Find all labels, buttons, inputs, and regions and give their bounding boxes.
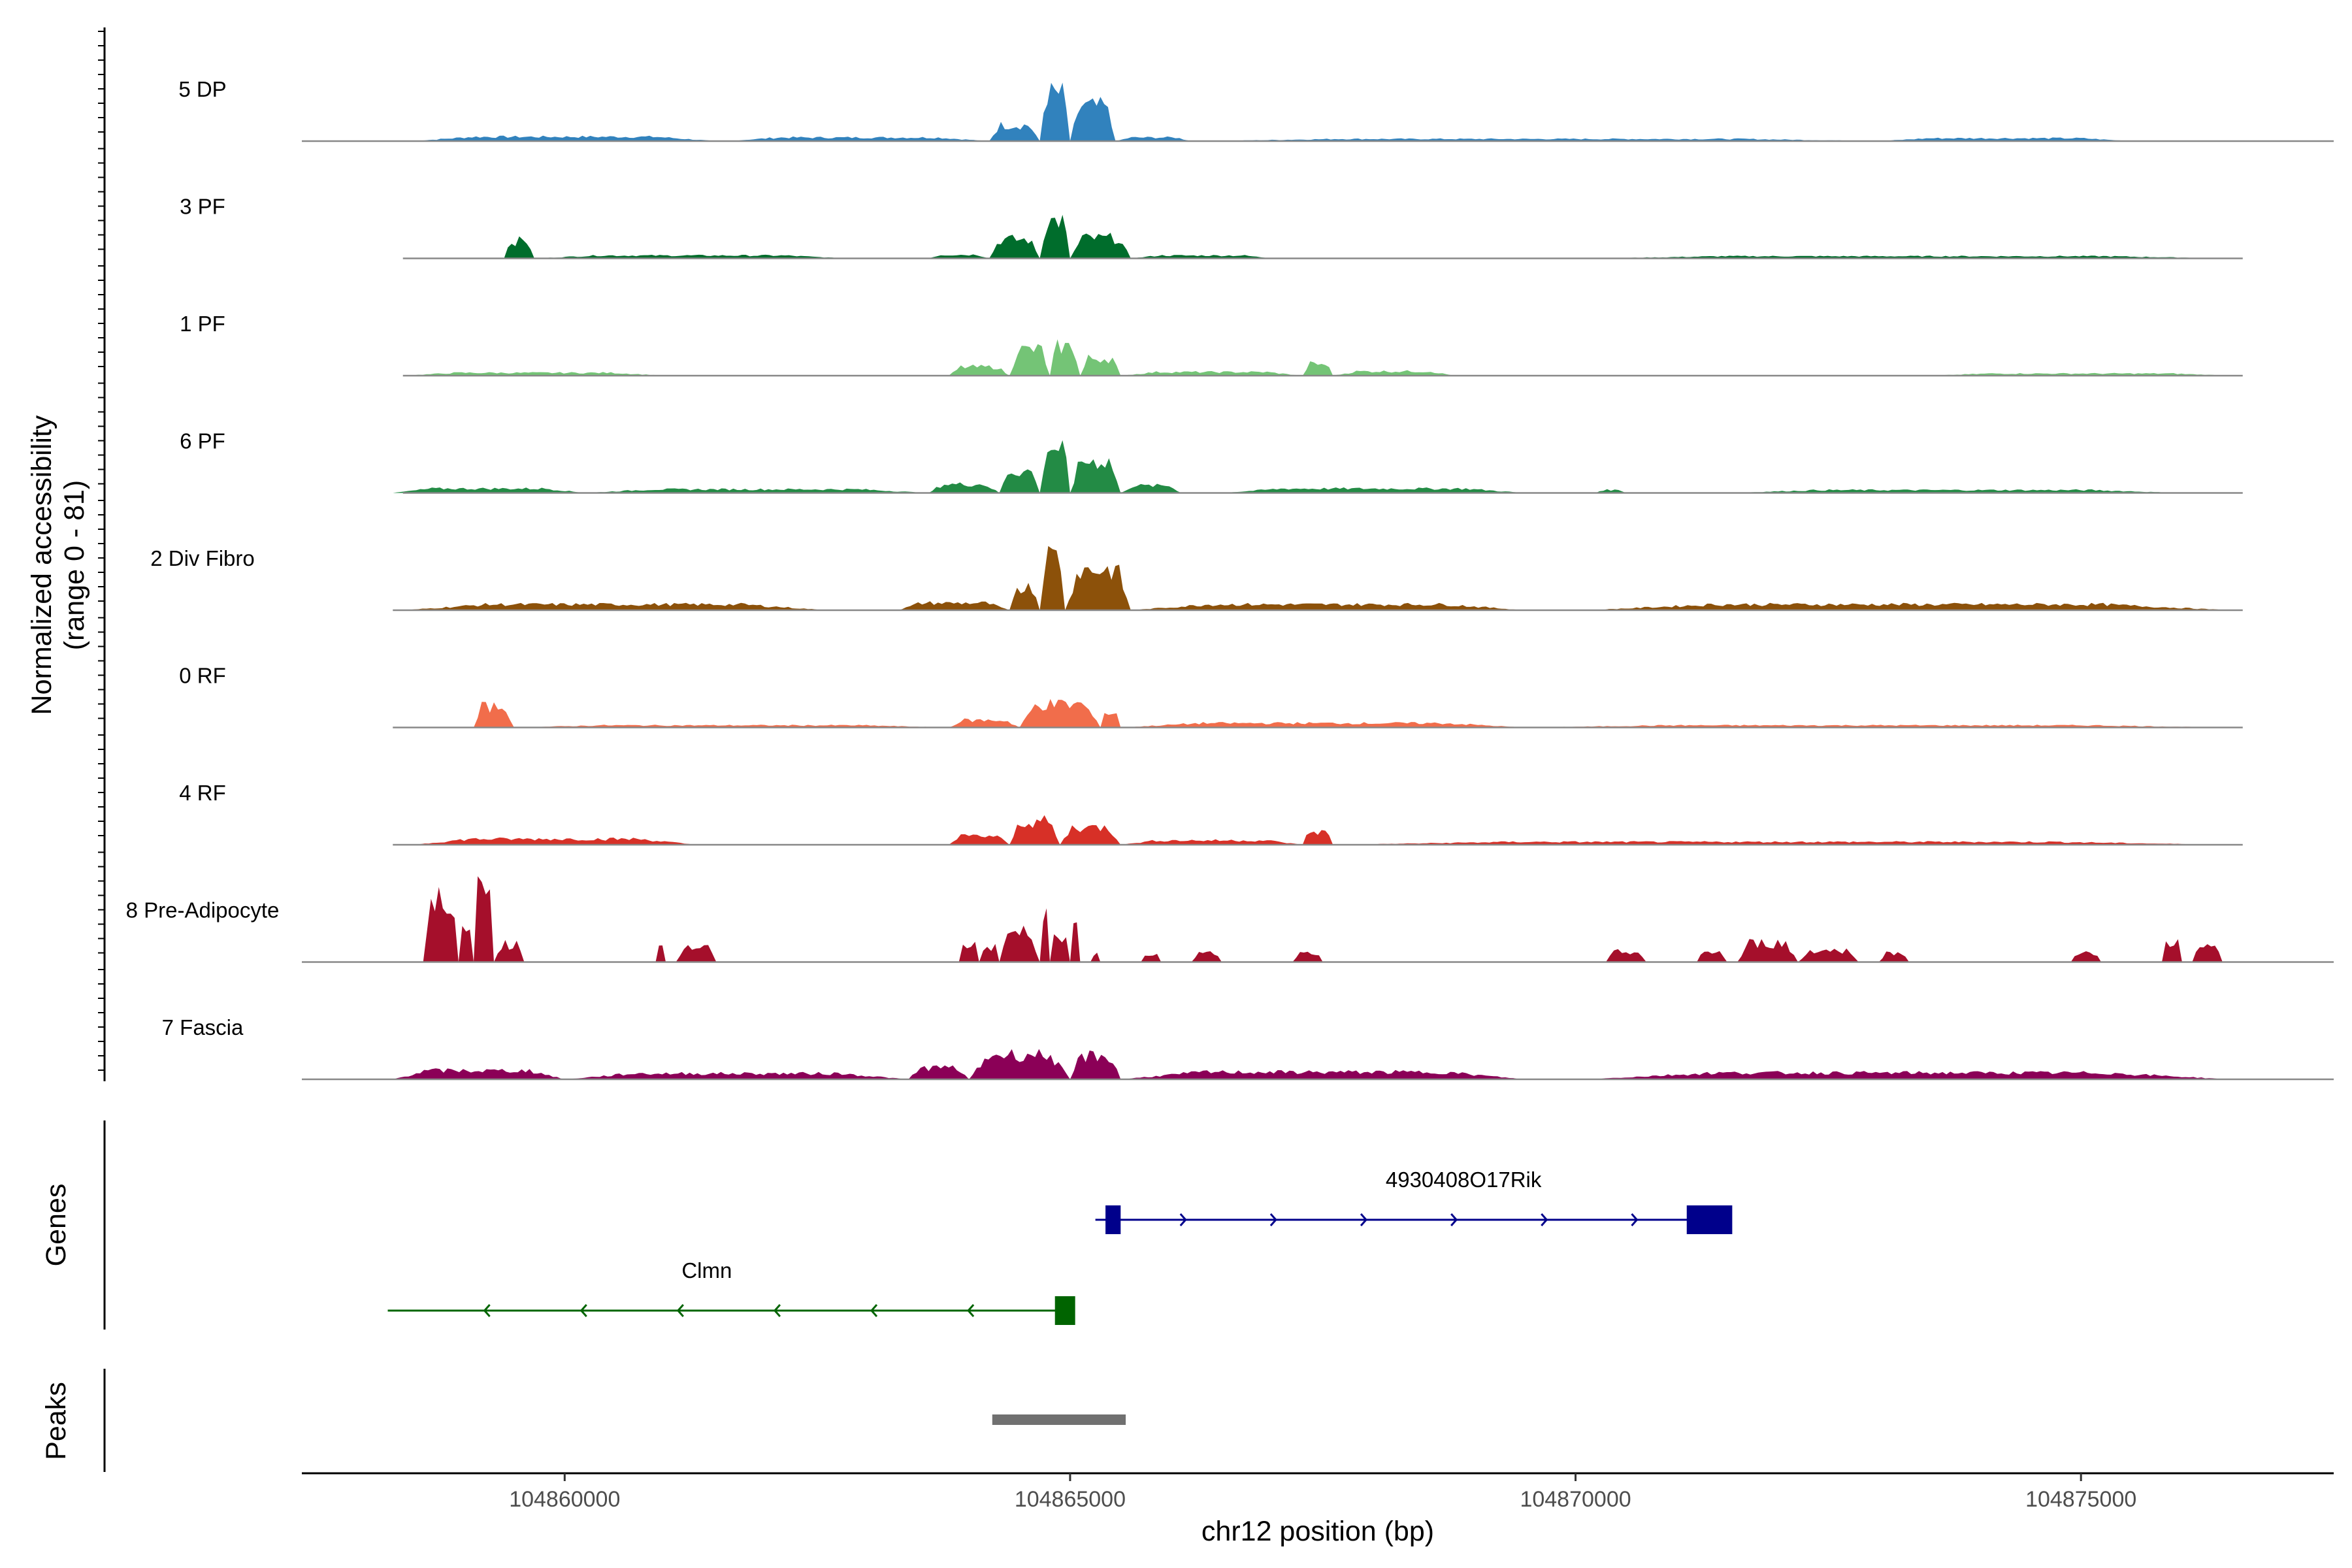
- track-coverage-area: [423, 876, 2223, 962]
- track-label: 1 PF: [180, 312, 225, 336]
- track-2-div-fibro: 2 Div Fibro: [150, 546, 2243, 612]
- y-axis-title-line1: Normalized accessibility: [26, 415, 57, 715]
- track-5-dp: 5 DP: [178, 77, 2334, 142]
- gene-exon: [1105, 1205, 1121, 1234]
- genes-track: 4930408O17Rik Clmn: [387, 1168, 1733, 1325]
- strand-arrow: [967, 1304, 975, 1317]
- strand-arrow: [580, 1304, 587, 1317]
- track-coverage-area: [413, 815, 2233, 845]
- genes-track-title: Genes: [41, 1184, 72, 1267]
- x-tick-label: 104875000: [2025, 1487, 2136, 1512]
- peaks-track-title: Peaks: [41, 1382, 72, 1460]
- y-axis-title-line2: (range 0 - 81): [59, 480, 90, 651]
- track-4-rf: 4 RF: [179, 781, 2243, 846]
- track-3-pf: 3 PF: [180, 195, 2243, 259]
- x-tick-label: 104860000: [509, 1487, 620, 1512]
- peak-bar: [992, 1414, 1126, 1425]
- gene-clmn: Clmn: [387, 1258, 1075, 1325]
- track-6-pf: 6 PF: [180, 429, 2243, 494]
- track-coverage-area: [402, 339, 2233, 376]
- track-label: 2 Div Fibro: [150, 546, 255, 570]
- strand-arrow: [676, 1304, 684, 1317]
- strand-arrow: [1179, 1213, 1187, 1226]
- strand-arrow: [1450, 1213, 1458, 1226]
- track-label: 5 DP: [178, 77, 226, 101]
- strand-arrow: [773, 1304, 781, 1317]
- track-coverage-area: [402, 546, 2233, 610]
- track-1-pf: 1 PF: [180, 312, 2243, 377]
- x-axis-title: chr12 position (bp): [1201, 1516, 1434, 1547]
- x-axis-ticks: 104860000 104865000 104870000 104875000: [509, 1473, 2136, 1512]
- coverage-y-axis: [98, 27, 106, 1081]
- track-8-pre-adipocyte: 8 Pre-Adipocyte: [126, 876, 2334, 963]
- track-0-rf: 0 RF: [179, 664, 2243, 728]
- peaks-track: [992, 1414, 1126, 1425]
- track-coverage-area: [393, 1049, 2233, 1079]
- track-coverage-area: [413, 82, 2132, 141]
- strand-arrow: [1269, 1213, 1277, 1226]
- x-tick-label: 104870000: [1520, 1487, 1631, 1512]
- track-coverage-area: [504, 214, 2233, 259]
- strand-arrow: [870, 1304, 878, 1317]
- strand-arrow: [1360, 1213, 1368, 1226]
- track-label: 7 Fascia: [162, 1015, 244, 1039]
- gene-4930408o17rik: 4930408O17Rik: [1095, 1168, 1733, 1234]
- track-label: 4 RF: [179, 781, 226, 805]
- y-axis-title: Normalized accessibility (range 0 - 81): [26, 415, 90, 715]
- strand-arrow: [483, 1304, 491, 1317]
- gene-exon: [1054, 1296, 1075, 1325]
- track-coverage-area: [393, 440, 2182, 493]
- track-coverage-area: [474, 698, 2233, 728]
- x-tick-label: 104865000: [1015, 1487, 1126, 1512]
- track-7-fascia: 7 Fascia: [162, 1015, 2334, 1081]
- strand-arrow: [1541, 1213, 1548, 1226]
- gene-label: Clmn: [681, 1258, 732, 1282]
- track-label: 0 RF: [179, 664, 226, 688]
- gene-exon: [1686, 1205, 1733, 1234]
- track-label: 8 Pre-Adipocyte: [126, 898, 280, 923]
- track-label: 6 PF: [180, 429, 225, 453]
- strand-arrow: [1631, 1213, 1639, 1226]
- track-label: 3 PF: [180, 195, 225, 219]
- gene-label: 4930408O17Rik: [1386, 1168, 1542, 1192]
- coverage-tracks: 5 DP 3 PF 1 PF 6 PF 2 Div Fibro 0 RF 4 RF 8 Pre…: [126, 77, 2334, 1081]
